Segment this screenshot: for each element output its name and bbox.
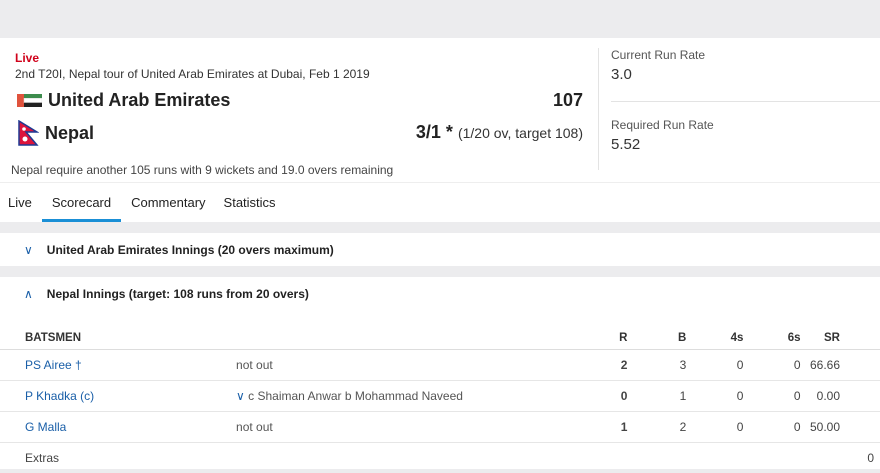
- header-sixes: 6s: [743, 327, 801, 350]
- table-row: G Malla not out 1 2 0 0 50.00: [0, 411, 880, 443]
- fours: 0: [686, 411, 744, 443]
- fours: 0: [686, 380, 744, 412]
- header-runs: R: [572, 327, 630, 350]
- live-badge: Live: [15, 51, 40, 65]
- innings-nepal-toggle[interactable]: ∧ Nepal Innings (target: 108 runs from 2…: [0, 277, 880, 310]
- strike-rate: 0.00: [800, 380, 880, 412]
- batsman-link[interactable]: PS Airee †: [0, 349, 237, 381]
- nepal-flag-icon: [18, 120, 39, 146]
- score-value: 3/1 *: [415, 122, 453, 142]
- sixes: 0: [743, 411, 801, 443]
- innings-title: United Arab Emirates Innings (20 overs m…: [46, 242, 334, 257]
- match-description: 2nd T20I, Nepal tour of United Arab Emir…: [15, 67, 370, 81]
- extras-value: 0: [867, 450, 874, 465]
- innings-title: Nepal Innings (target: 108 runs from 20 …: [46, 286, 309, 301]
- table-header: BATSMEN R B 4s 6s SR: [0, 327, 880, 350]
- chevron-down-icon: ∨: [236, 388, 245, 403]
- extras-label: Extras: [25, 450, 60, 465]
- divider: [598, 48, 599, 170]
- extras-row: Extras 0: [0, 442, 880, 473]
- strike-rate: 50.00: [800, 411, 880, 443]
- innings-nepal: ∧ Nepal Innings (target: 108 runs from 2…: [0, 277, 880, 469]
- uae-flag-icon: [17, 94, 42, 107]
- required-run-rate-value: 5.52: [611, 136, 641, 153]
- sixes: 0: [743, 349, 801, 381]
- requirement-text: Nepal require another 105 runs with 9 wi…: [11, 163, 394, 177]
- batting-table: BATSMEN R B 4s 6s SR PS Airee † not out …: [0, 327, 880, 473]
- tab-bar: Live Scorecard Commentary Statistics: [0, 182, 880, 222]
- runs: 2: [572, 349, 630, 381]
- balls: 3: [629, 349, 687, 381]
- dismissal-text: c Shaiman Anwar b Mohammad Naveed: [248, 388, 463, 403]
- strike-rate: 66.66: [800, 349, 880, 381]
- balls: 2: [629, 411, 687, 443]
- team-score: 3/1 * (1/20 ov, target 108): [416, 122, 583, 143]
- score-detail: (1/20 ov, target 108): [457, 125, 583, 141]
- team-name: United Arab Emirates: [48, 90, 231, 110]
- team-score: 107: [553, 90, 583, 111]
- dismissal: not out: [236, 349, 573, 381]
- balls: 1: [629, 380, 687, 412]
- runs: 0: [572, 380, 630, 412]
- current-run-rate-value: 3.0: [611, 66, 632, 83]
- team-uae: United Arab Emirates: [17, 90, 230, 111]
- header-balls: B: [629, 327, 687, 350]
- team-nepal: Nepal: [17, 120, 94, 146]
- score-value: 107: [552, 90, 583, 110]
- chevron-down-icon: ∨: [24, 242, 33, 257]
- batsman-link[interactable]: G Malla: [0, 411, 237, 443]
- dismissal: not out: [236, 411, 573, 443]
- required-run-rate-label: Required Run Rate: [611, 118, 714, 132]
- current-run-rate-label: Current Run Rate: [611, 48, 706, 62]
- header-fours: 4s: [686, 327, 744, 350]
- divider: [611, 101, 880, 102]
- runs: 1: [572, 411, 630, 443]
- match-header: Live 2nd T20I, Nepal tour of United Arab…: [0, 38, 880, 222]
- tab-scorecard[interactable]: Scorecard: [41, 183, 122, 222]
- innings-uae-toggle[interactable]: ∨ United Arab Emirates Innings (20 overs…: [0, 233, 880, 266]
- sixes: 0: [743, 380, 801, 412]
- team-name: Nepal: [45, 122, 95, 143]
- fours: 0: [686, 349, 744, 381]
- chevron-up-icon: ∧: [24, 286, 33, 301]
- dismissal[interactable]: ∨ c Shaiman Anwar b Mohammad Naveed: [236, 380, 573, 412]
- tab-commentary[interactable]: Commentary: [131, 195, 206, 210]
- header-batsmen: BATSMEN: [0, 327, 237, 350]
- table-row: PS Airee † not out 2 3 0 0 66.66: [0, 349, 880, 381]
- tab-statistics[interactable]: Statistics: [223, 195, 276, 210]
- header-sr: SR: [800, 327, 880, 350]
- tab-live[interactable]: Live: [8, 195, 32, 210]
- batsman-link[interactable]: P Khadka (c): [0, 380, 237, 412]
- table-row: P Khadka (c) ∨ c Shaiman Anwar b Mohamma…: [0, 380, 880, 412]
